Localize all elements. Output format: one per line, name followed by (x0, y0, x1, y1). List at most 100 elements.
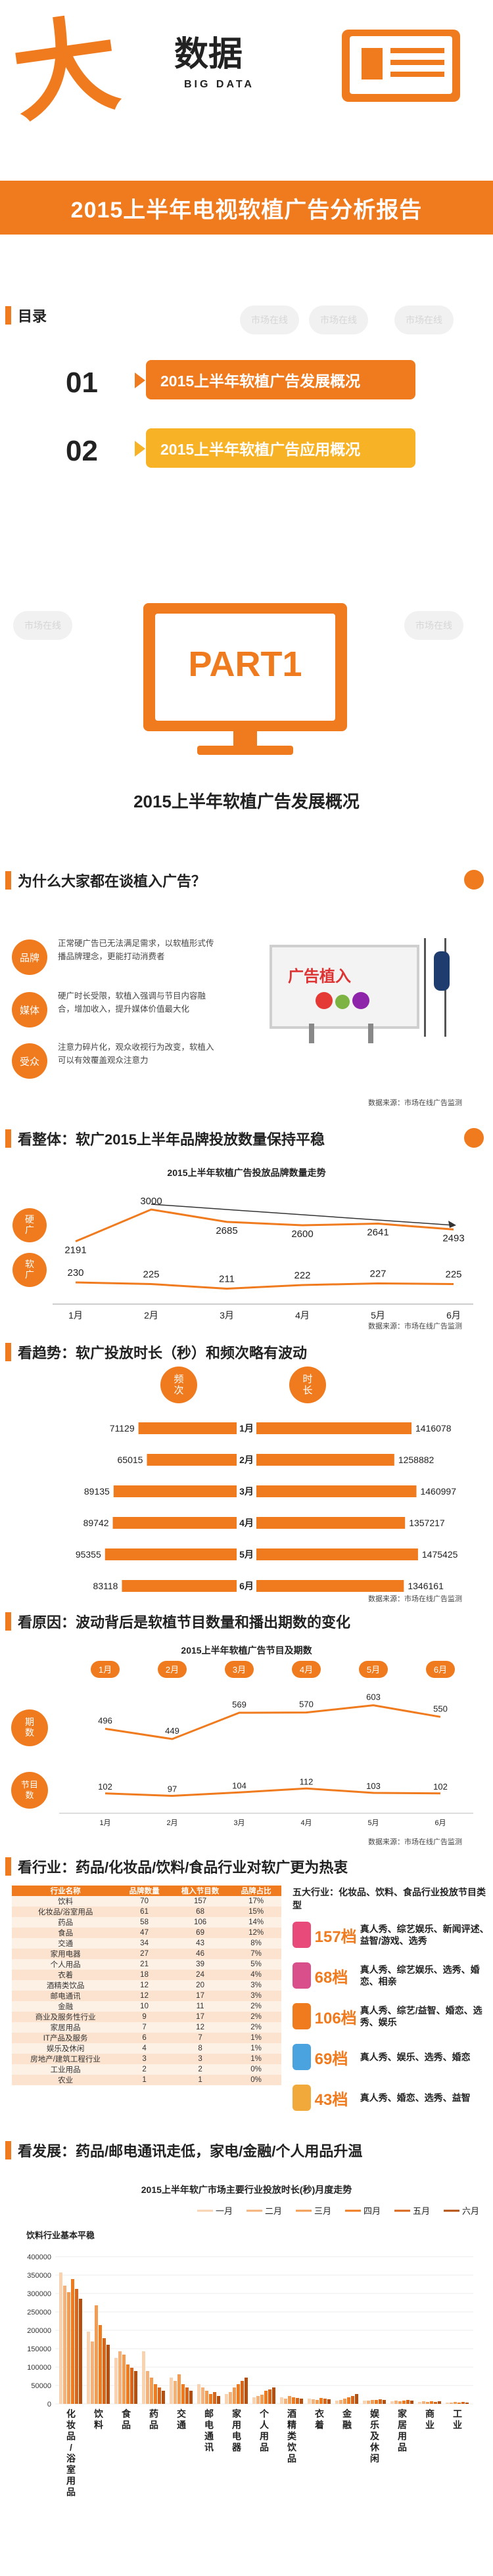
table-cell: 68 (169, 1907, 231, 1917)
category-label-char: 家 (232, 2408, 242, 2419)
table-header-cell: 植入节目数 (169, 1886, 231, 1896)
duration-bar (256, 1485, 417, 1497)
trend-section: 看趋势：软广投放时长（秒）和频次略有波动 频次 时长 71129 1416078 1月 6… (0, 1334, 493, 1603)
x-tick-label: 5月 (371, 1310, 385, 1321)
frequency-bar (122, 1580, 237, 1592)
trend-heading: 看趋势：软广投放时长（秒）和频次略有波动 (5, 1339, 307, 1365)
category-label-char: 电 (204, 2420, 214, 2430)
dev-bar (351, 2396, 354, 2404)
monitor-base (197, 746, 293, 755)
industry-table: 行业名称 品牌数量 植入节目数 品牌占比 饮料 70 157 17% 化妆品/浴室用品 61 68… (12, 1886, 281, 2085)
table-cell: 70 (119, 1896, 170, 1907)
table-cell: 娱乐及休闲 (12, 2043, 120, 2054)
table-row: 衣着 18 24 4% (12, 1970, 281, 1980)
table-cell: 药品 (12, 1917, 120, 1928)
table-row: 金融 10 11 2% (12, 2001, 281, 2012)
programs-label-bg (11, 1772, 48, 1809)
dev-bar (430, 2401, 433, 2404)
overall-heading: 看整体：软广2015上半年品牌投放数量保持平稳 (5, 1125, 325, 1152)
month-pill (359, 1661, 388, 1678)
category-label-char: 休 (369, 2442, 380, 2452)
table-cell: 21 (119, 1959, 170, 1970)
dev-heading: 看发展：药品/邮电通讯走低，家电/金融/个人用品升温 (5, 2137, 362, 2163)
trend-arrow-head (448, 1221, 456, 1228)
table-cell: 金融 (12, 2001, 120, 2012)
table-cell: 工业用品 (12, 2064, 120, 2075)
frequency-label: 95355 (76, 1549, 101, 1560)
table-cell: 10 (119, 2001, 170, 2012)
why-text-2: 硬广时长受限，软植入强调与节目内容融合，增加收入，提升媒体价值最大化 (58, 991, 206, 1014)
table-cell: 15% (231, 1907, 281, 1917)
category-label-char: 料 (94, 2420, 103, 2430)
dev-bar (217, 2396, 220, 2404)
industry-program-count: 43档 (314, 2090, 348, 2109)
toc-item-2[interactable]: 2015上半年软植广告应用概况 (146, 428, 415, 468)
hard-data-label: 2641 (367, 1227, 388, 1238)
dev-bar (87, 2332, 90, 2404)
x-tick-label: 6月 (446, 1310, 461, 1321)
dev-bar (99, 2325, 102, 2404)
y-tick-label: 100000 (27, 2364, 51, 2372)
table-cell: 衣着 (12, 1970, 120, 1980)
category-label-char: 品 (287, 2453, 296, 2464)
category-label-char: 品 (398, 2442, 407, 2452)
industry-type-row: 106档 真人秀、综艺/益智、婚恋、选秀、娱乐 (293, 1997, 490, 2036)
dev-bar (134, 2371, 137, 2404)
programs-data-label: 102 (98, 1782, 112, 1792)
programs-data-label: 103 (366, 1781, 381, 1791)
info-icon (464, 870, 484, 890)
month-pill (292, 1661, 321, 1678)
dev-bar (446, 2403, 449, 2404)
dev-bar (292, 2397, 295, 2404)
dev-bar (390, 2401, 394, 2404)
x-tick-label: 5月 (367, 1819, 379, 1827)
programs-data-label: 97 (168, 1784, 177, 1794)
small-chart-title: 饮料行业基本平稳 (26, 2230, 95, 2240)
data-source: 数据来源：市场在线广告监测 (368, 1099, 462, 1107)
watermark: 市场在线 (240, 305, 299, 334)
programs-data-label: 102 (433, 1782, 448, 1792)
table-cell: 7% (231, 1949, 281, 1959)
category-label-char: 品 (260, 2442, 269, 2452)
why-section: 为什么大家都在谈植入广告？ 品牌 正常硬广告已无法满足需求，以软植形式传播品牌理… (0, 861, 493, 1117)
episodes-data-label: 569 (232, 1700, 246, 1709)
table-cell: 2% (231, 2022, 281, 2033)
table-cell: 11 (169, 2001, 231, 2012)
episodes-data-label: 449 (165, 1726, 179, 1736)
dev-bar (335, 2401, 339, 2404)
dev-bar (103, 2338, 106, 2404)
dev-bar (454, 2402, 457, 2404)
programs-label: 数 (25, 1790, 34, 1800)
dev-bar (461, 2402, 465, 2404)
month-label: 1月 (239, 1423, 254, 1434)
category-label-char: 用 (66, 2475, 76, 2486)
dev-bar (343, 2399, 346, 2404)
month-label: 2月 (239, 1455, 254, 1465)
category-label-char: / (70, 2442, 72, 2452)
part-subtitle: 2015上半年软植广告发展概况 (133, 792, 360, 811)
y-tick-label: 200000 (27, 2327, 51, 2335)
dev-bar (422, 2401, 425, 2404)
category-label-char: 闲 (370, 2453, 379, 2464)
dev-section: 看发展：药品/邮电通讯走低，家电/金融/个人用品升温 2015上半年软广市场主要… (0, 2132, 493, 2576)
toc-item-arrow (135, 441, 145, 457)
category-label-char: 商 (425, 2408, 434, 2419)
dev-bar (316, 2400, 319, 2404)
trend-arrow (151, 1204, 454, 1226)
duration-bar (256, 1454, 394, 1466)
watermark: 市场在线 (404, 611, 463, 640)
table-cell: 2% (231, 2001, 281, 2012)
table-cell: 2 (169, 2064, 231, 2075)
category-label-char: 类 (287, 2431, 297, 2441)
dev-bar (256, 2396, 260, 2404)
dev-bar (189, 2391, 193, 2404)
dev-bar (181, 2384, 185, 2404)
category-label-char: 用 (398, 2431, 407, 2441)
table-cell: 房地产/建筑工程行业 (12, 2054, 120, 2064)
dev-bar (75, 2289, 78, 2404)
table-cell: 4 (119, 2043, 170, 2054)
month-pill-label: 4月 (300, 1665, 313, 1675)
toc-item-1[interactable]: 2015上半年软植广告发展概况 (146, 360, 415, 399)
table-cell: 家居用品 (12, 2022, 120, 2033)
